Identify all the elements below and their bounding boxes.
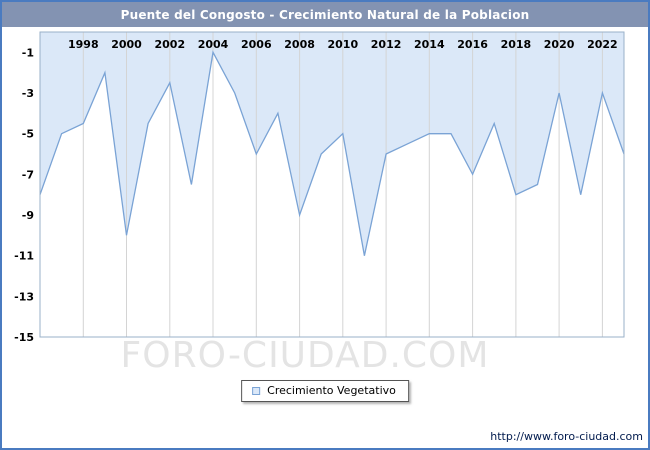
footer-url[interactable]: http://www.foro-ciudad.com	[490, 430, 643, 443]
x-tick-label: 2010	[327, 38, 358, 51]
x-tick-label: 2000	[111, 38, 142, 51]
watermark: FORO-CIUDAD.COM	[120, 335, 490, 376]
y-tick-label: -3	[22, 87, 34, 100]
legend-label: Crecimiento Vegetativo	[267, 384, 396, 397]
x-tick-label: 2006	[241, 38, 272, 51]
legend-swatch	[252, 386, 261, 395]
y-tick-label: -9	[22, 209, 34, 222]
x-tick-label: 2022	[587, 38, 618, 51]
x-tick-label: 2012	[371, 38, 402, 51]
x-tick-label: 2008	[284, 38, 315, 51]
x-tick-label: 2014	[414, 38, 445, 51]
x-tick-label: 2018	[501, 38, 532, 51]
y-tick-label: -15	[14, 331, 34, 344]
y-tick-label: -11	[14, 250, 34, 263]
plot-border	[39, 31, 625, 338]
series-line	[39, 50, 625, 256]
x-tick-label: 2020	[544, 38, 575, 51]
x-tick-label: 1998	[68, 38, 99, 51]
y-tick-label: -1	[22, 46, 34, 59]
legend-item[interactable]: Crecimiento Vegetativo	[241, 380, 409, 402]
x-tick-label: 2016	[457, 38, 488, 51]
series-area	[40, 32, 624, 256]
title-bar: Puente del Congosto - Crecimiento Natura…	[2, 2, 648, 27]
y-tick-label: -13	[14, 290, 34, 303]
y-tick-label: -5	[22, 128, 34, 141]
page-title: Puente del Congosto - Crecimiento Natura…	[120, 7, 530, 22]
y-tick-label: -7	[22, 168, 34, 181]
x-tick-label: 2002	[154, 38, 185, 51]
x-tick-label: 2004	[198, 38, 229, 51]
